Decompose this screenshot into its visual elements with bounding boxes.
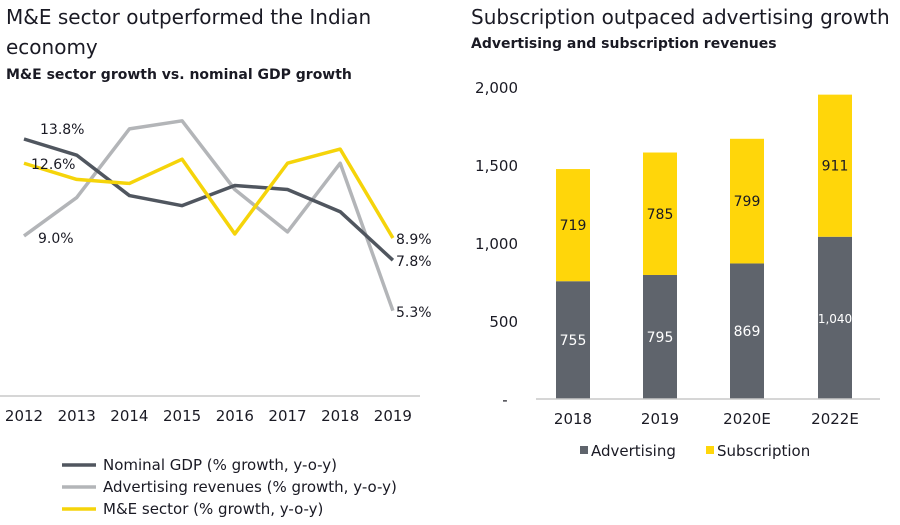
legend-label-advertising_bar: Advertising — [591, 442, 676, 460]
data-label-subscription_bar-2019: 785 — [647, 207, 674, 223]
legend-label-me_sector: M&E sector (% growth, y-o-y) — [103, 500, 323, 518]
bar-subscription_bar-2018 — [556, 169, 590, 282]
series-line-me_sector — [23, 147, 395, 239]
data-label-advertising_bar-2022E: 1,040 — [818, 312, 852, 326]
data-label-advertising_line-2012: 9.0% — [38, 231, 74, 247]
bar-advertising_bar-2019 — [643, 274, 677, 399]
data-label-advertising_bar-2020E: 869 — [734, 324, 761, 340]
bar-advertising_bar-2018 — [556, 281, 590, 399]
data-label-subscription_bar-2018: 719 — [560, 218, 587, 234]
x-tick-label-2018: 2018 — [321, 407, 359, 425]
x-tick-label-2012: 2012 — [5, 407, 43, 425]
bar-subscription_bar-2020E — [730, 138, 764, 264]
x-tick-label-2018: 2018 — [554, 410, 592, 428]
bar-advertising_bar-2022E — [818, 236, 852, 399]
data-label-subscription_bar-2020E: 799 — [734, 194, 761, 210]
y-tick-label-1000: 1,000 — [475, 235, 518, 253]
data-label-advertising_line-2019: 5.3% — [396, 305, 432, 321]
y-tick-label-0: - — [502, 391, 507, 409]
bar-subscription_bar-2022E — [818, 94, 852, 237]
x-tick-label-2017: 2017 — [268, 407, 306, 425]
data-label-advertising_bar-2018: 755 — [560, 333, 587, 349]
right-chart-title: Subscription outpaced advertising growth — [471, 5, 890, 29]
x-tick-label-2014: 2014 — [110, 407, 148, 425]
x-tick-label-2019: 2019 — [374, 407, 412, 425]
data-label-advertising_bar-2019: 795 — [647, 330, 674, 346]
legend-label-subscription_bar: Subscription — [717, 442, 810, 460]
series-line-advertising_line — [22, 119, 395, 312]
x-tick-label-2019: 2019 — [641, 410, 679, 428]
line-chart: 2012 2013 2014 2015 2016 2017 2018 2019 13.8% 7.8… — [0, 119, 432, 518]
right-chart-subtitle: Advertising and subscription revenues — [471, 36, 777, 52]
legend-swatch-subscription_bar — [706, 446, 714, 454]
legend-label-advertising_line: Advertising revenues (% growth, y-o-y) — [103, 478, 397, 496]
data-label-me_sector-2019: 8.9% — [396, 232, 432, 248]
left-chart-subtitle: M&E sector growth vs. nominal GDP growth — [6, 67, 352, 83]
data-label-me_sector-2012: 12.6% — [31, 157, 75, 173]
data-label-subscription_bar-2022E: 911 — [822, 159, 849, 175]
bar-advertising_bar-2020E — [730, 263, 764, 399]
x-tick-label-2020E: 2020E — [723, 410, 771, 428]
left-chart-title: M&E sector outperformed the Indian econo… — [6, 5, 372, 59]
x-tick-label-2013: 2013 — [58, 407, 96, 425]
data-label-gdp-2012: 13.8% — [40, 122, 84, 138]
legend-label-gdp: Nominal GDP (% growth, y-o-y) — [103, 456, 337, 474]
y-tick-label-1500: 1,500 — [475, 157, 518, 175]
y-tick-label-2000: 2,000 — [475, 79, 518, 97]
y-tick-label-500: 500 — [489, 313, 518, 331]
data-label-gdp-2019: 7.8% — [396, 254, 432, 270]
x-tick-label-2022E: 2022E — [811, 410, 859, 428]
bar-subscription_bar-2019 — [643, 152, 677, 275]
legend-swatch-advertising_bar — [580, 446, 588, 454]
x-tick-label-2016: 2016 — [216, 407, 254, 425]
x-tick-label-2015: 2015 — [163, 407, 201, 425]
